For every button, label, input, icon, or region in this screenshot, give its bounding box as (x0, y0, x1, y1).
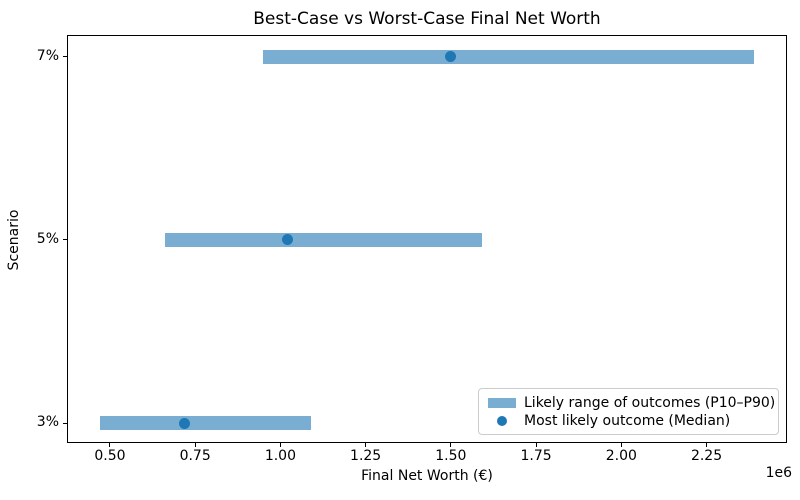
x-tick-mark (535, 443, 537, 447)
legend: Likely range of outcomes (P10–P90) Most l… (478, 388, 779, 435)
x-tick-mark (450, 443, 452, 447)
x-tick-label: 0.75 (179, 448, 211, 464)
legend-median-dot-icon (488, 416, 516, 426)
x-tick-mark (109, 443, 111, 447)
y-tick-label: 3% (36, 414, 59, 431)
x-tick-mark (706, 443, 708, 447)
x-tick-label: 2.00 (605, 448, 637, 464)
x-tick-label: 1.25 (350, 448, 382, 464)
legend-item: Most likely outcome (Median) (488, 412, 770, 430)
y-tick-mark (63, 239, 67, 241)
legend-label: Most likely outcome (Median) (524, 413, 731, 429)
x-tick-label: 1.75 (520, 448, 552, 464)
median-dot (179, 417, 191, 429)
legend-range-swatch (488, 398, 516, 408)
median-dot (281, 234, 293, 246)
chart-title: Best-Case vs Worst-Case Final Net Worth (253, 9, 601, 29)
median-dot (445, 51, 457, 62)
legend-item: Likely range of outcomes (P10–P90) (488, 394, 775, 412)
x-tick-mark (620, 443, 622, 447)
legend-label: Likely range of outcomes (P10–P90) (524, 395, 776, 411)
x-tick-label: 2.25 (690, 448, 723, 464)
range-swatch-icon (488, 398, 516, 408)
y-tick-label: 5% (36, 230, 59, 247)
x-tick-label: 1.50 (435, 448, 467, 464)
y-tick-mark (63, 56, 67, 57)
x-axis-label: Final Net Worth (€) (361, 468, 493, 484)
range-bar (99, 416, 312, 431)
x-tick-label: 1.00 (264, 448, 296, 464)
x-tick-mark (365, 443, 367, 447)
x-tick-mark (194, 443, 196, 447)
y-tick-mark (63, 422, 67, 424)
x-tick-label: 0.50 (94, 448, 126, 464)
x-axis-offset-label: 1e6 (765, 465, 792, 481)
dot-swatch-icon (497, 416, 507, 426)
range-bar (164, 232, 482, 247)
range-bar (263, 49, 755, 64)
y-tick-label: 7% (36, 47, 59, 64)
x-tick-mark (279, 443, 281, 447)
